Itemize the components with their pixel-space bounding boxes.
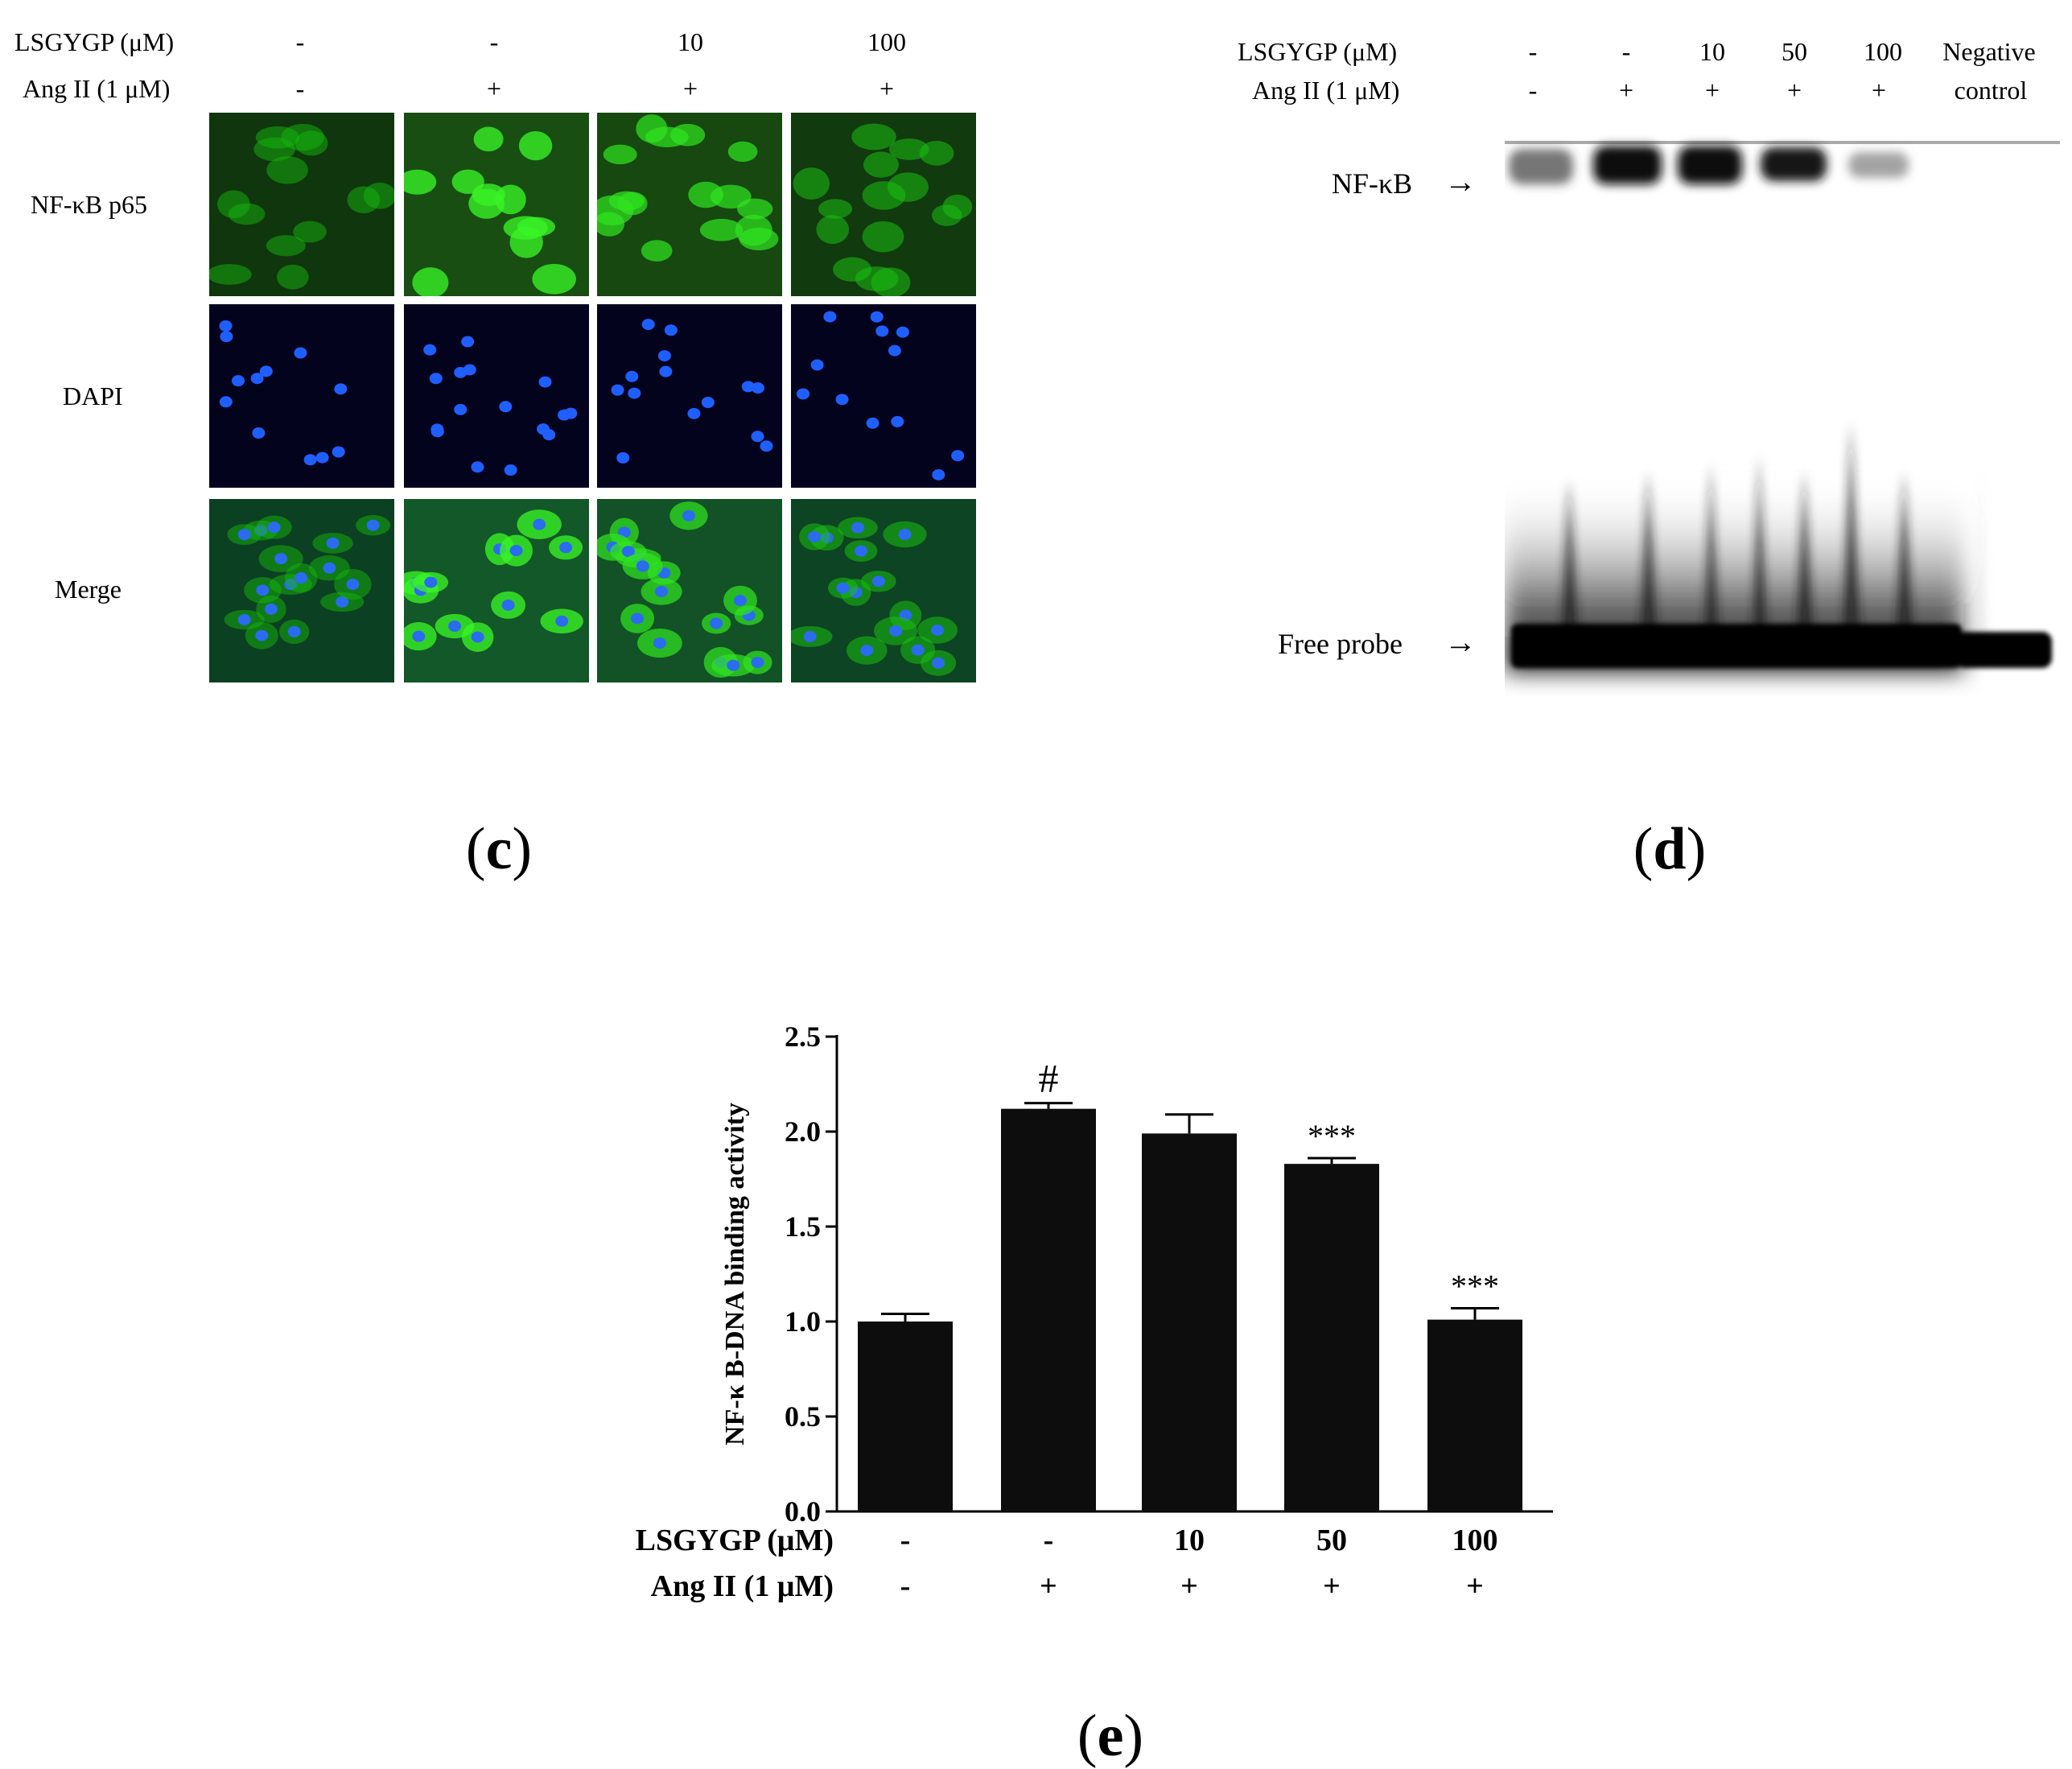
row-label-merge: Merge	[55, 575, 122, 604]
lsgygp-value: -	[1528, 37, 1538, 66]
microscopy-image-merge	[404, 499, 589, 682]
lsgygp-row-label: LSGYGP (μM)	[14, 27, 175, 56]
y-tick-label: 2.0	[785, 1115, 821, 1148]
bar	[1142, 1133, 1237, 1511]
microscopy-image-nfkb-p65	[597, 113, 782, 296]
panel-e-label: (e)	[1077, 1703, 1144, 1769]
microscopy-image-dapi	[791, 304, 976, 488]
lsgygp-value: -	[1621, 37, 1631, 66]
angii-value: -	[295, 74, 305, 103]
bar	[1284, 1164, 1379, 1511]
angii-row-label: Ang II (1 μM)	[23, 74, 171, 103]
microscopy-image-nfkb-p65	[404, 113, 589, 296]
angii-value: -	[1528, 76, 1538, 105]
lsgygp-value: 100	[1452, 1524, 1498, 1557]
bar	[1001, 1108, 1096, 1511]
lsgygp-value: 10	[1699, 37, 1725, 66]
angii-row-label: Ang II (1 μM)	[650, 1569, 834, 1603]
y-tick-label: 0.5	[785, 1400, 821, 1433]
lsgygp-value: -	[1043, 1524, 1054, 1557]
y-tick-label: 1.0	[785, 1305, 821, 1338]
nfkb-band-label: NF-κB	[1332, 167, 1413, 200]
angii-value: +	[1618, 76, 1634, 105]
angii-value: +	[1040, 1569, 1057, 1603]
row-label-nfkb-p65: NF-κB p65	[31, 190, 148, 219]
lsgygp-value: 50	[1316, 1524, 1347, 1557]
lsgygp-value: 100	[1864, 37, 1902, 66]
emsa-gel-graphic	[1505, 133, 2060, 696]
row-label-dapi: DAPI	[63, 381, 123, 410]
angii-value: +	[1323, 1569, 1341, 1603]
angii-value: +	[1871, 76, 1887, 105]
angii-value: +	[1466, 1569, 1484, 1603]
angii-value: -	[900, 1569, 911, 1603]
bar	[858, 1322, 953, 1511]
lsgygp-value: 10	[678, 27, 703, 56]
bar	[1427, 1319, 1522, 1511]
microscopy-image-merge	[791, 499, 976, 682]
panel-d-label: (d)	[1633, 816, 1707, 882]
lsgygp-value: -	[295, 27, 305, 56]
lane-streaks	[1561, 423, 1984, 656]
microscopy-image-nfkb-p65	[791, 113, 976, 296]
free-probe-arrow-icon: →	[1444, 624, 1477, 660]
significance-marker: ***	[1308, 1118, 1356, 1154]
emsa-gel-image	[1505, 133, 2060, 696]
panel-c-label: (c)	[465, 816, 533, 882]
y-axis-title: NF-κ B-DNA binding activity	[720, 1103, 750, 1445]
lsgygp-row-label: LSGYGP (μM)	[1238, 37, 1398, 66]
free-probe-label: Free probe	[1278, 628, 1403, 660]
microscopy-image-dapi	[209, 304, 394, 488]
significance-marker: #	[1039, 1056, 1059, 1101]
angii-value: +	[879, 74, 895, 103]
lsgygp-value: 10	[1174, 1524, 1205, 1557]
microscopy-image-dapi	[597, 304, 782, 488]
angii-row-label: Ang II (1 μM)	[1252, 76, 1400, 105]
nfkb-bands	[1509, 146, 1909, 184]
angii-value: +	[682, 74, 698, 103]
lsgygp-value: -	[900, 1524, 911, 1557]
y-tick-label: 1.5	[785, 1210, 821, 1243]
significance-marker: ***	[1451, 1268, 1499, 1304]
lsgygp-value: 100	[867, 27, 906, 56]
lsgygp-value: 50	[1782, 37, 1807, 66]
free-probe-band	[1511, 624, 2052, 668]
microscopy-image-merge	[209, 499, 394, 682]
angii-value: +	[1704, 76, 1720, 105]
microscopy-image-merge	[597, 499, 782, 682]
angii-value: +	[486, 74, 502, 103]
lsgygp-value: -	[489, 27, 499, 56]
nfkb-arrow-icon: →	[1444, 163, 1477, 200]
y-tick-label: 2.5	[785, 1021, 821, 1053]
bar-chart: 0.0 0.5 1.0 1.5 2.0 2.5 NF-κ B-DNA binding act…	[720, 1021, 1553, 1528]
y-tick-label: 0.0	[785, 1495, 821, 1528]
microscopy-image-nfkb-p65	[209, 113, 394, 296]
control-label: control	[1954, 76, 2028, 105]
lsgygp-row-label: LSGYGP (μM)	[635, 1524, 834, 1557]
angii-value: +	[1180, 1569, 1198, 1603]
microscopy-image-dapi	[404, 304, 589, 488]
angii-value: +	[1786, 76, 1802, 105]
negative-label: Negative	[1942, 37, 2036, 66]
